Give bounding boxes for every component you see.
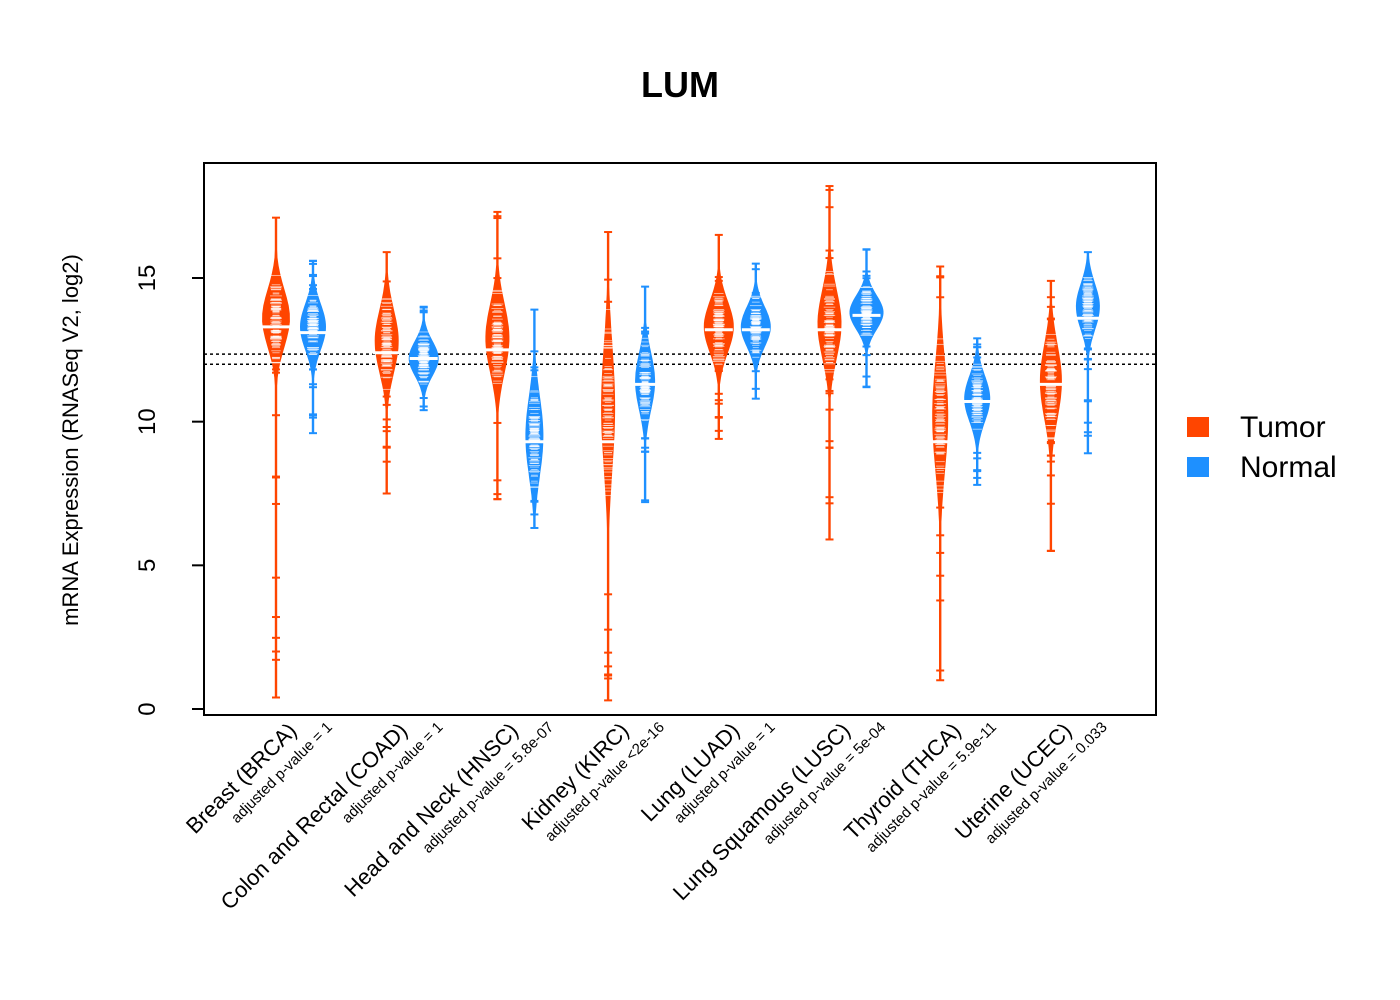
bean-tumor <box>815 185 844 541</box>
bean-normal <box>631 285 660 504</box>
legend: Tumor Normal <box>1187 411 1337 484</box>
legend-swatch-normal <box>1187 457 1209 477</box>
bean-tumor <box>594 231 623 702</box>
bean-normal <box>1073 251 1102 455</box>
legend-label-tumor: Tumor <box>1240 411 1326 444</box>
chart-title: LUM <box>641 64 719 105</box>
bean-normal <box>520 308 549 529</box>
bean-shape <box>601 232 616 701</box>
bean-normal <box>408 305 439 412</box>
bean-shape <box>300 260 326 434</box>
bean-tumor <box>703 233 734 440</box>
beans <box>262 185 1102 702</box>
bean-shape <box>262 217 290 698</box>
y-tick-label: 10 <box>134 408 161 435</box>
bean-tumor <box>483 210 512 501</box>
bean-tumor <box>372 251 401 495</box>
bean-tumor <box>1036 279 1065 552</box>
bean-shape <box>485 211 510 500</box>
y-tick-label: 15 <box>134 265 161 292</box>
bean-normal <box>299 259 327 435</box>
y-axis: 0 5 10 15 <box>134 265 205 716</box>
y-tick-label: 5 <box>134 559 161 572</box>
bean-shape <box>1075 252 1100 454</box>
bean-normal <box>849 248 884 389</box>
y-tick-label: 0 <box>134 702 161 715</box>
bean-normal <box>740 262 771 400</box>
reference-lines <box>204 353 1156 365</box>
bean-normal <box>963 337 992 486</box>
y-axis-label: mRNA Expression (RNASeq V2, log2) <box>58 254 83 626</box>
legend-swatch-tumor <box>1187 417 1209 437</box>
plot-frame <box>203 162 1157 716</box>
bean-tumor <box>262 216 290 699</box>
bean-tumor <box>926 265 955 682</box>
legend-label-normal: Normal <box>1240 451 1337 484</box>
